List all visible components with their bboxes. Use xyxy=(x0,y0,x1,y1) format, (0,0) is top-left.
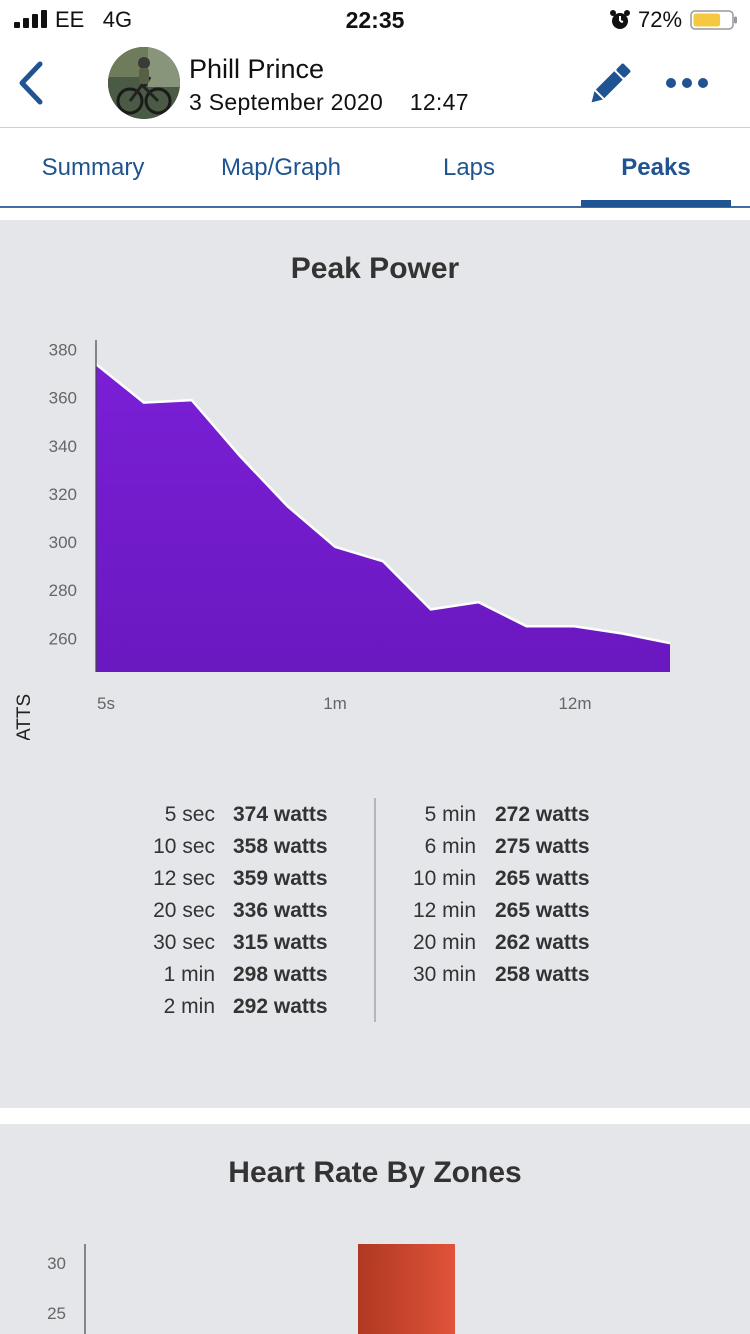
y-tick-label: 280 xyxy=(49,581,77,600)
x-tick-label: 12m xyxy=(558,694,591,713)
peak-value: 336 watts xyxy=(233,899,328,922)
peak-row: 30 min 258 watts xyxy=(0,963,750,995)
peak-row: 20 sec 336 watts xyxy=(0,899,750,931)
avatar[interactable] xyxy=(108,47,180,119)
peak-value: 258 watts xyxy=(495,963,590,986)
hr-y-tick-label: 30 xyxy=(47,1254,66,1273)
back-chevron-icon[interactable] xyxy=(12,58,52,108)
user-name: Phill Prince xyxy=(189,54,325,84)
activity-date: 3 September 2020 xyxy=(189,89,384,115)
y-axis-label: WATTS xyxy=(14,694,35,740)
peak-duration: 30 min xyxy=(412,963,476,986)
peak-power-chart: 260 280 300 320 340 360 380 5s 1m 12m WATTS xyxy=(14,340,671,740)
peak-row: 6 min 275 watts xyxy=(0,835,750,867)
peak-power-table: 5 sec 374 watts 10 sec 358 watts 12 sec 359 w… xyxy=(0,798,750,1028)
peak-row: 10 sec 358 watts xyxy=(0,835,750,867)
peak-value: 275 watts xyxy=(495,835,590,858)
heart-rate-title: Heart Rate By Zones xyxy=(228,1156,522,1189)
peak-duration: 20 sec xyxy=(153,899,215,922)
peak-value: 298 watts xyxy=(233,963,328,986)
y-tick-label: 320 xyxy=(49,485,77,504)
battery-icon xyxy=(690,10,737,30)
x-tick-label: 5s xyxy=(97,694,115,713)
heart-rate-card: Heart Rate By Zones 25 30 xyxy=(0,1124,750,1334)
edit-pencil-icon[interactable] xyxy=(584,58,636,110)
peak-value: 374 watts xyxy=(233,803,328,826)
peak-duration: 6 min xyxy=(424,835,476,858)
peak-power-line xyxy=(95,363,671,645)
signal-strength-icon xyxy=(14,10,47,28)
peak-row: 12 min 265 watts xyxy=(0,899,750,931)
table-divider xyxy=(374,798,376,1022)
x-tick-label: 1m xyxy=(323,694,347,713)
battery-percent: 72% xyxy=(638,7,683,32)
peak-value: 315 watts xyxy=(233,931,328,954)
activity-datetime: 3 September 2020 12:47 xyxy=(189,89,489,116)
hr-zone-bar xyxy=(358,1244,455,1334)
peak-row: 30 sec 315 watts xyxy=(0,931,750,963)
peak-row: 5 min 272 watts xyxy=(0,803,750,835)
avatar-photo-icon xyxy=(108,47,180,119)
status-time: 22:35 xyxy=(345,7,405,33)
peak-row: 5 sec 374 watts xyxy=(0,803,750,835)
peak-value: 292 watts xyxy=(233,995,328,1018)
tab-divider xyxy=(0,206,750,208)
tab-peaks[interactable]: Peaks xyxy=(581,129,731,207)
y-tick-label: 300 xyxy=(49,533,77,552)
peak-row: 20 min 262 watts xyxy=(0,931,750,963)
more-options-icon[interactable] xyxy=(664,70,710,96)
peak-duration: 10 min xyxy=(412,867,476,890)
heart-rate-chart: 25 30 xyxy=(47,1244,455,1334)
peak-duration: 12 sec xyxy=(153,867,215,890)
peak-power-title: Peak Power xyxy=(290,252,460,285)
peak-row: 2 min 292 watts xyxy=(0,995,750,1027)
y-tick-label: 360 xyxy=(49,389,77,408)
peak-duration: 10 sec xyxy=(153,835,215,858)
peak-duration: 20 min xyxy=(412,931,476,954)
peak-row: 1 min 298 watts xyxy=(0,963,750,995)
carrier-name: EE xyxy=(55,7,85,32)
peak-value: 265 watts xyxy=(495,899,590,922)
y-tick-label: 380 xyxy=(49,341,77,360)
peak-power-card: Peak Power 260 280 300 320 340 360 380 5s 1m 12m… xyxy=(0,220,750,1108)
hr-y-tick-label: 25 xyxy=(47,1304,66,1323)
peak-duration: 30 sec xyxy=(153,931,215,954)
activity-header: Phill Prince 3 September 2020 12:47 xyxy=(0,40,750,128)
tab-laps[interactable]: Laps xyxy=(442,154,496,181)
peak-power-area xyxy=(96,364,670,672)
peak-duration: 5 sec xyxy=(164,803,215,826)
peak-value: 272 watts xyxy=(495,803,590,826)
tab-bar: Summary Map/Graph Laps Peaks xyxy=(0,129,750,207)
peak-value: 262 watts xyxy=(495,931,590,954)
status-bar: EE 4G 22:35 72% xyxy=(0,0,750,40)
y-tick-label: 260 xyxy=(49,629,77,648)
peak-duration: 2 min xyxy=(163,995,215,1018)
peak-value: 358 watts xyxy=(233,835,328,858)
y-tick-label: 340 xyxy=(49,437,77,456)
peak-row: 12 sec 359 watts xyxy=(0,867,750,899)
tab-summary[interactable]: Summary xyxy=(41,154,145,181)
alarm-clock-icon xyxy=(610,10,630,29)
peak-value: 265 watts xyxy=(495,867,590,890)
peak-row: 10 min 265 watts xyxy=(0,867,750,899)
peak-duration: 5 min xyxy=(424,803,476,826)
peak-duration: 12 min xyxy=(412,899,476,922)
activity-time: 12:47 xyxy=(409,89,469,115)
peak-duration: 1 min xyxy=(163,963,215,986)
peak-value: 359 watts xyxy=(233,867,328,890)
carrier-label: EE 4G xyxy=(55,7,132,33)
tab-map-graph[interactable]: Map/Graph xyxy=(220,154,342,181)
network-type: 4G xyxy=(102,7,133,32)
